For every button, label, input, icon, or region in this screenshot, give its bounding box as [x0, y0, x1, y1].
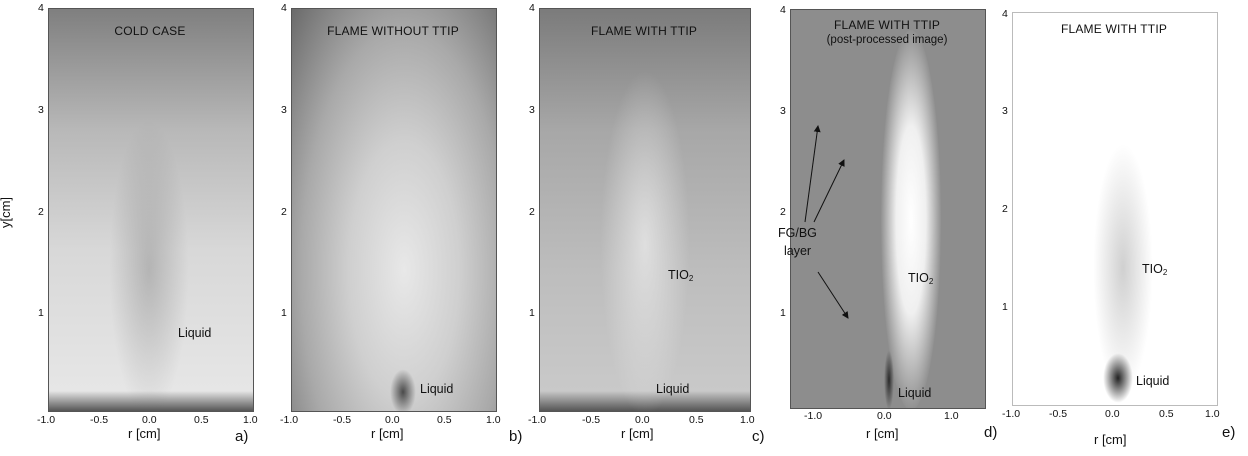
x-tick: -1.0 — [280, 414, 299, 426]
panel-label: d) — [984, 424, 998, 441]
y-tick: 1 — [529, 307, 535, 319]
panel-title: FLAME WITHOUT TTIP — [327, 24, 459, 38]
panel-b: 4 3 2 1 FLAME WITHOUT TTIP Liquid -1.0 -… — [252, 0, 522, 456]
x-axis-label: r [cm] — [1094, 432, 1127, 447]
annotation-fgbg: FG/BG — [778, 226, 817, 240]
y-tick: 3 — [529, 104, 535, 116]
y-tick: 3 — [1002, 105, 1008, 117]
x-tick: 1.0 — [243, 414, 258, 426]
image-flame-without-ttip — [291, 8, 497, 412]
panel-label: a) — [235, 428, 249, 445]
x-tick: 0.0 — [142, 414, 157, 426]
annotation-arrows — [804, 125, 849, 319]
x-tick: -1.0 — [804, 410, 823, 422]
annotation-liquid: Liquid — [178, 326, 212, 340]
annotation-liquid: Liquid — [898, 386, 932, 400]
x-tick: 0.0 — [635, 414, 650, 426]
y-tick: 4 — [1002, 8, 1008, 20]
y-tick: 2 — [38, 206, 44, 218]
panel-subtitle: (post-processed image) — [826, 34, 948, 46]
x-tick: -1.0 — [528, 414, 547, 426]
y-tick: 4 — [38, 2, 44, 14]
x-tick: -0.5 — [1049, 408, 1068, 420]
x-tick: 1.0 — [740, 414, 755, 426]
x-tick: -0.5 — [333, 414, 352, 426]
y-tick: 1 — [780, 307, 786, 319]
y-tick: 4 — [281, 2, 287, 14]
x-axis-label: r [cm] — [621, 426, 654, 441]
annotation-tio2: TIO2 — [1142, 262, 1168, 277]
y-tick: 2 — [780, 206, 786, 218]
annotation-layer: layer — [784, 244, 812, 258]
y-tick: 2 — [529, 206, 535, 218]
annotation-liquid: Liquid — [420, 382, 454, 396]
panel-label: c) — [752, 428, 765, 445]
y-tick: 1 — [38, 307, 44, 319]
x-tick: -1.0 — [1002, 408, 1021, 420]
y-tick: 1 — [1002, 301, 1008, 313]
panel-title: FLAME WITH TTIP — [590, 24, 698, 38]
image-post-processed — [790, 9, 986, 409]
x-tick: 0.5 — [194, 414, 209, 426]
y-tick: 3 — [38, 104, 44, 116]
x-tick: 0.0 — [877, 410, 892, 422]
x-axis-label: r [cm] — [866, 426, 899, 441]
panel-label: e) — [1222, 424, 1236, 441]
panel-label: b) — [509, 428, 523, 445]
panel-e: 4 3 2 1 FLAME WITH TTIP TIO2 Liquid -1.0… — [1002, 0, 1248, 456]
panel-d: 4 3 2 1 FLAME WITH TTIP (post-processed … — [762, 0, 1002, 456]
x-axis-label: r [cm] — [371, 426, 404, 441]
panel-title: COLD CASE — [114, 24, 186, 38]
panel-a: 4 3 2 1 COLD CASE Liquid -1.0 -0.5 0.0 0… — [0, 0, 260, 456]
y-tick: 4 — [529, 2, 535, 14]
y-tick: 2 — [1002, 203, 1008, 215]
y-tick: 3 — [780, 105, 786, 117]
x-tick: -0.5 — [90, 414, 109, 426]
annotation-tio2: TIO2 — [908, 271, 934, 286]
x-tick: 0.5 — [689, 414, 704, 426]
panel-c: 4 3 2 1 FLAME WITH TTIP TIO2 Liquid -1.0… — [502, 0, 765, 456]
y-tick: 2 — [281, 206, 287, 218]
x-tick: 0.5 — [1159, 408, 1174, 420]
x-tick: 1.0 — [486, 414, 501, 426]
x-axis-label: r [cm] — [128, 426, 161, 441]
x-tick: 1.0 — [944, 410, 959, 422]
x-tick: 1.0 — [1205, 408, 1220, 420]
annotation-liquid: Liquid — [1136, 374, 1170, 388]
panel-title: FLAME WITH TTIP — [1060, 22, 1168, 36]
x-tick: -0.5 — [582, 414, 601, 426]
annotation-tio2: TIO2 — [668, 268, 694, 283]
image-inverted-flame — [1012, 12, 1218, 406]
annotation-liquid: Liquid — [656, 382, 690, 396]
x-tick: -1.0 — [37, 414, 56, 426]
image-flame-with-ttip — [539, 8, 751, 412]
x-tick: 0.0 — [1105, 408, 1120, 420]
y-tick: 3 — [281, 104, 287, 116]
image-cold-case — [48, 8, 254, 412]
y-tick: 4 — [780, 4, 786, 16]
x-tick: 0.5 — [437, 414, 452, 426]
y-tick: 1 — [281, 307, 287, 319]
panel-title: FLAME WITH TTIP — [833, 18, 941, 32]
x-tick: 0.0 — [385, 414, 400, 426]
